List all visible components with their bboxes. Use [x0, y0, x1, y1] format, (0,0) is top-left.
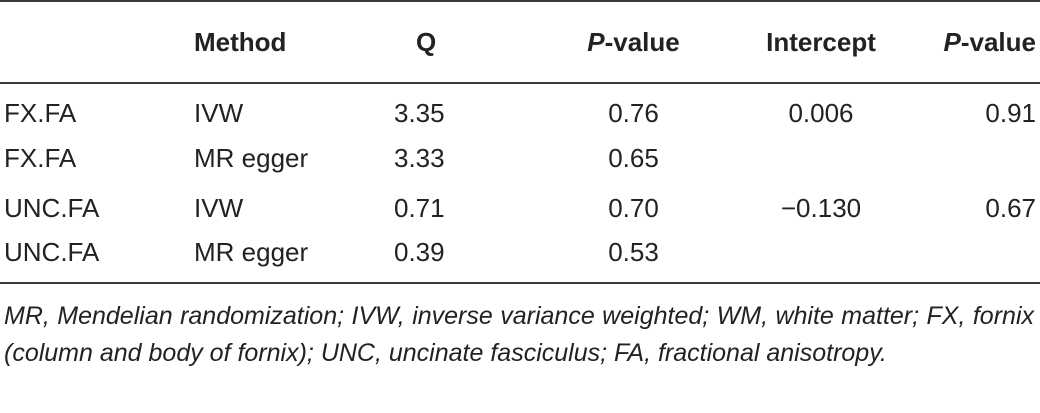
cell-intercept: −0.130 — [780, 192, 862, 223]
header-cell-intercept: Intercept — [721, 1, 921, 84]
cell-method: MR egger — [194, 142, 309, 173]
cell-exposure: FX.FA — [4, 98, 77, 128]
results-table: Method Q P-value Intercept P-value FX.FA… — [0, 0, 1040, 284]
table-header: Method Q P-value Intercept P-value — [0, 1, 1040, 84]
header-cell-q: Q — [394, 1, 546, 84]
table-footnote: MR, Mendelian randomization; IVW, invers… — [4, 302, 1034, 367]
table-row: FX.FA MR egger 3.33 0.65 — [0, 133, 1040, 183]
cell-method: IVW — [194, 98, 244, 128]
table-body: FX.FA IVW 3.35 0.76 0.006 0.91 FX.FA MR … — [0, 83, 1040, 284]
cell-p-value: 0.76 — [608, 98, 659, 128]
header-row: Method Q P-value Intercept P-value — [0, 1, 1040, 84]
cell-q: 3.33 — [394, 142, 445, 173]
cell-intercept-p-value: 0.91 — [985, 98, 1036, 128]
cell-intercept-p-value: 0.67 — [985, 192, 1036, 223]
cell-intercept: 0.006 — [788, 98, 854, 128]
cell-q: 3.35 — [394, 98, 445, 128]
cell-intercept — [721, 233, 921, 284]
cell-q: 0.39 — [394, 233, 546, 284]
cell-exposure: FX.FA — [4, 142, 77, 173]
cell-method: MR egger — [194, 233, 394, 284]
table-row: UNC.FA IVW 0.71 0.70 −0.130 0.67 — [0, 183, 1040, 233]
cell-p-value: 0.53 — [546, 233, 721, 284]
cell-q: 0.71 — [394, 192, 445, 223]
header-cell-blank — [0, 1, 194, 84]
cell-intercept — [721, 133, 921, 183]
table-row: FX.FA IVW 3.35 0.76 0.006 0.91 — [0, 83, 1040, 133]
header-cell-method: Method — [194, 1, 394, 84]
header-cell-p-value: P-value — [546, 1, 721, 84]
cell-method: IVW — [194, 192, 244, 223]
cell-intercept-p-value — [921, 233, 1040, 284]
table-row: UNC.FA MR egger 0.39 0.53 — [0, 233, 1040, 284]
cell-exposure: UNC.FA — [0, 233, 194, 284]
cell-p-value: 0.70 — [608, 192, 659, 223]
cell-exposure: UNC.FA — [4, 192, 100, 223]
cell-intercept-p-value — [921, 133, 1040, 183]
header-cell-p-value-intercept: P-value — [921, 1, 1040, 84]
cell-p-value: 0.65 — [608, 142, 659, 173]
